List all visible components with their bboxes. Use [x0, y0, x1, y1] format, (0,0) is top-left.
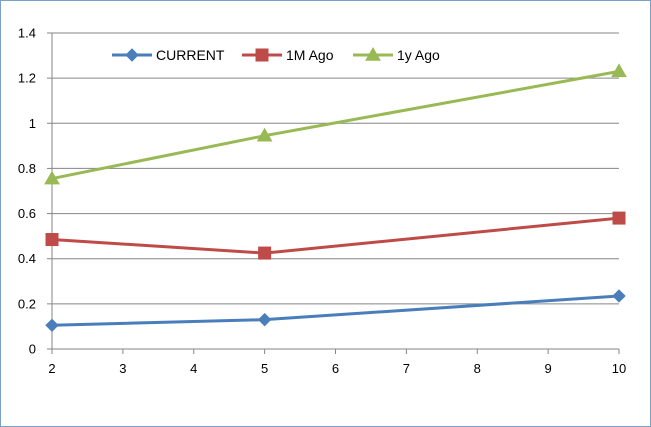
legend-label: 1M Ago — [286, 47, 334, 63]
x-tick-label: 6 — [332, 361, 339, 376]
x-tick-label: 4 — [190, 361, 197, 376]
series-line — [50, 294, 621, 327]
x-tick-label: 8 — [474, 361, 481, 376]
data-point-diamond — [257, 312, 272, 327]
y-tick-label: 0.2 — [18, 296, 36, 311]
series-1y-ago — [44, 63, 627, 185]
legend-marker-diamond — [125, 48, 139, 62]
gridlines — [52, 32, 619, 305]
x-tick-label: 10 — [612, 361, 626, 376]
data-point-diamond — [45, 318, 59, 333]
x-tick-label: 3 — [119, 361, 126, 376]
series-line — [50, 216, 621, 255]
legend-marker-triangle — [365, 46, 381, 61]
legend-marker-square — [255, 48, 269, 62]
legend-label: CURRENT — [156, 47, 225, 63]
legend-label: 1y Ago — [397, 47, 440, 63]
y-tick-label: 0.8 — [18, 161, 36, 176]
legend: CURRENT 1M Ago 1y Ago — [112, 46, 440, 63]
data-point-square — [612, 211, 626, 225]
legend-item: 1M Ago — [242, 47, 334, 63]
data-point-square — [45, 233, 59, 247]
axes: 0 0.2 0.4 0.6 0.8 1 1.2 1.4 2 3 4 5 6 7 8 9 10 — [18, 26, 626, 377]
y-tick-label: 1.4 — [18, 26, 36, 41]
y-tick-label: 0.6 — [18, 206, 36, 221]
x-tick-label: 9 — [545, 361, 552, 376]
series-line — [50, 69, 621, 181]
legend-item: 1y Ago — [353, 46, 440, 63]
data-point-triangle — [256, 127, 273, 142]
x-tick-label: 2 — [48, 361, 55, 376]
y-tick-label: 1 — [29, 116, 36, 131]
data-point-square — [258, 246, 272, 260]
x-tick-label: 7 — [403, 361, 410, 376]
series-layer — [44, 63, 627, 333]
data-point-triangle — [611, 63, 627, 78]
y-tick-label: 0.4 — [18, 251, 36, 266]
series-current — [45, 289, 626, 333]
x-tick-label: 5 — [261, 361, 268, 376]
series-1m-ago — [45, 211, 626, 260]
legend-item: CURRENT — [112, 47, 225, 63]
y-tick-label: 0 — [29, 342, 36, 357]
data-point-diamond — [612, 289, 626, 303]
data-point-triangle — [44, 170, 60, 185]
y-tick-label: 1.2 — [18, 71, 36, 86]
